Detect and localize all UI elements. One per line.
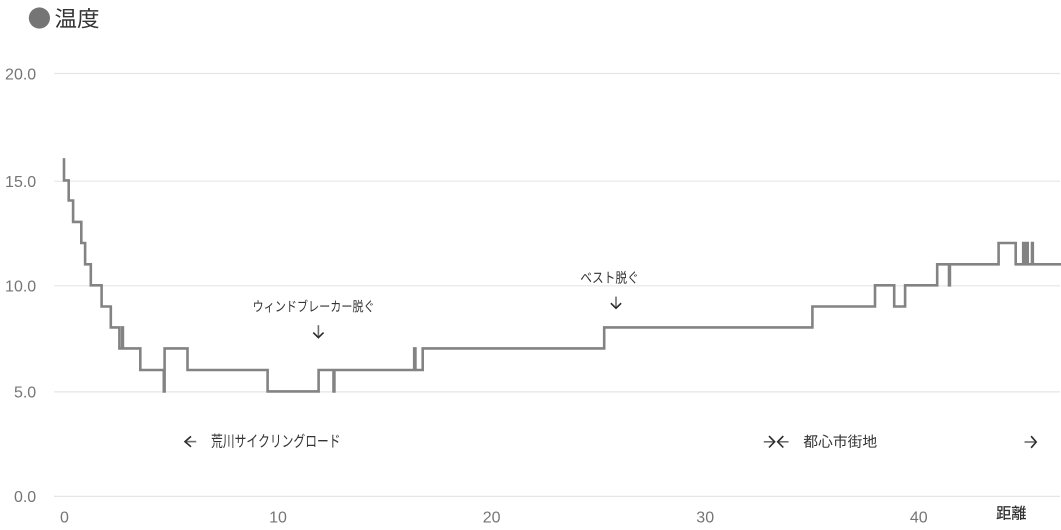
svg-text:0.0: 0.0 [14,489,36,506]
svg-text:5.0: 5.0 [14,385,36,402]
svg-text:20: 20 [483,510,501,527]
svg-text:0: 0 [60,510,69,527]
svg-text:10.0: 10.0 [5,279,36,296]
svg-text:10: 10 [269,510,287,527]
svg-text:30: 30 [696,510,714,527]
svg-text:20.0: 20.0 [5,66,36,83]
svg-text:40: 40 [910,510,928,527]
svg-text:15.0: 15.0 [5,174,36,191]
